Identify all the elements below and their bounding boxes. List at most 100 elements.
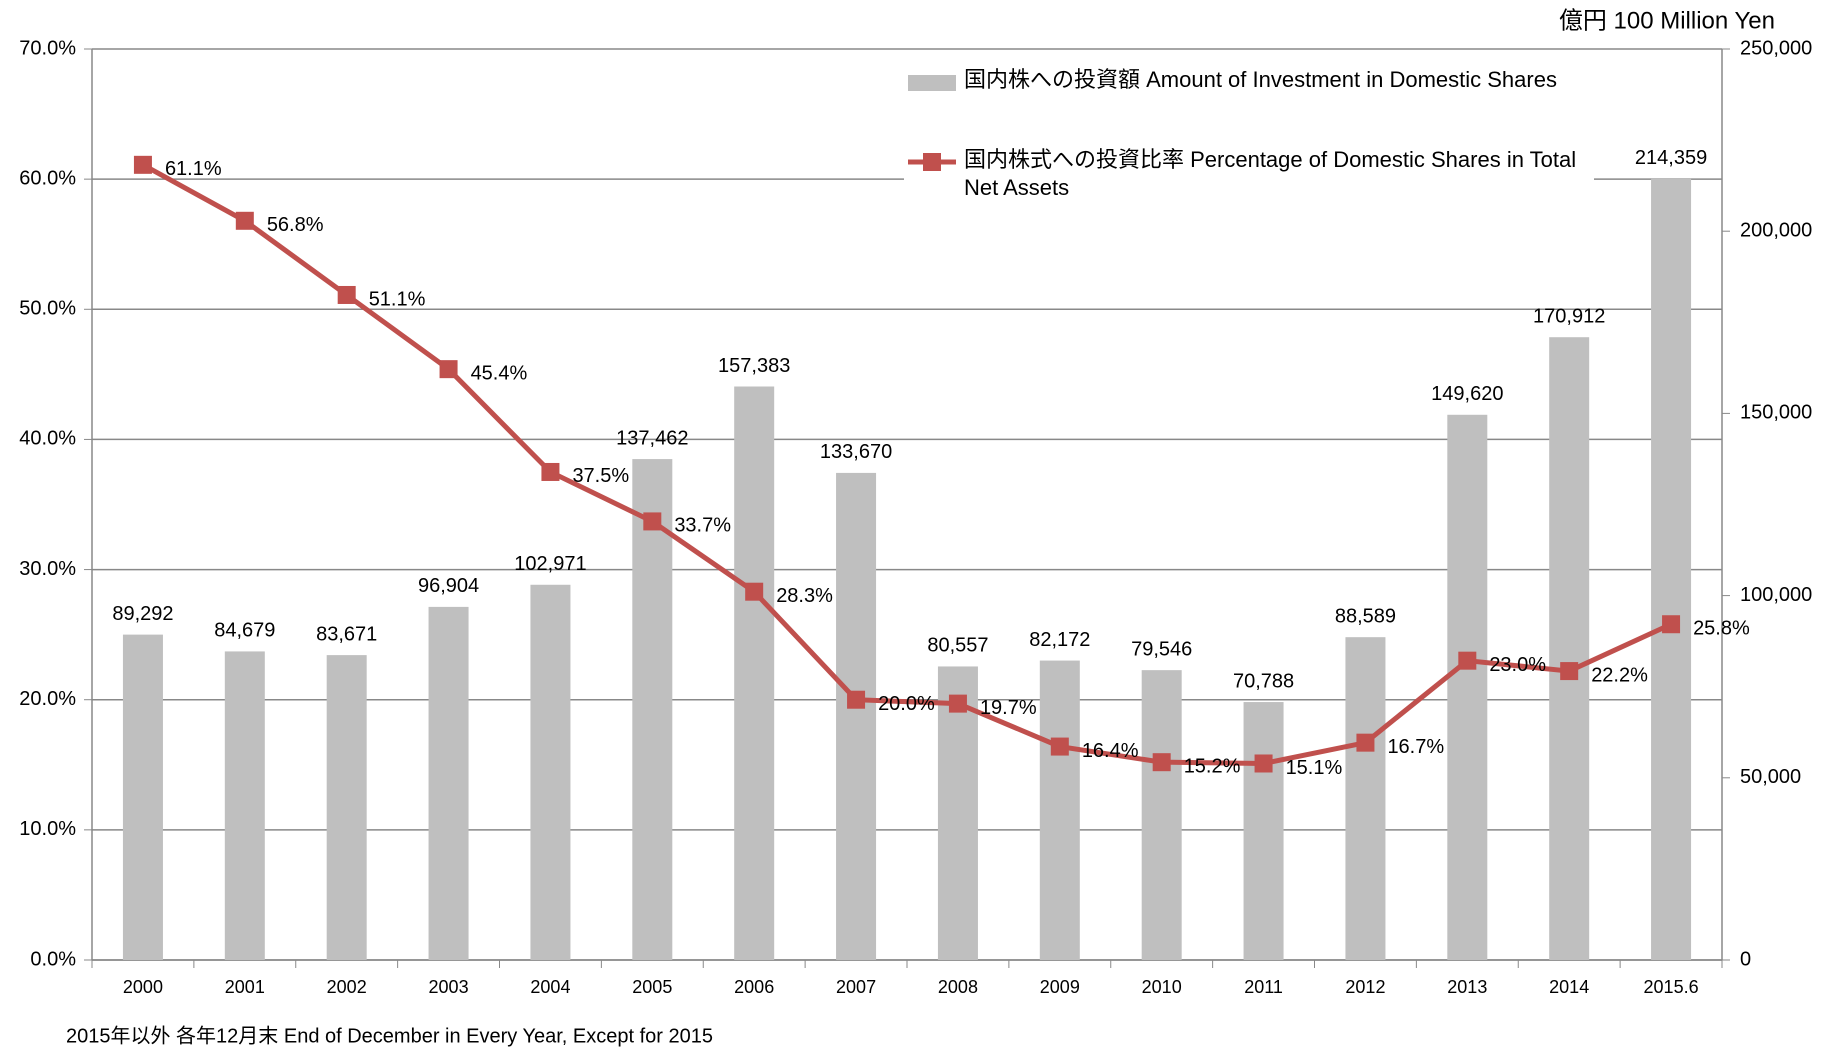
x-tick-label: 2006 <box>734 977 774 997</box>
line-value-label: 51.1% <box>369 288 426 310</box>
line-value-label: 45.4% <box>471 362 528 384</box>
x-tick-label: 2013 <box>1447 977 1487 997</box>
x-tick-label: 2014 <box>1549 977 1589 997</box>
y-tick-label: 30.0% <box>19 558 76 580</box>
bar <box>1039 660 1080 960</box>
y2-tick-label: 0 <box>1740 948 1751 970</box>
line-value-label: 61.1% <box>165 158 222 180</box>
bar-value-label: 84,679 <box>214 620 275 642</box>
y-tick-label: 50.0% <box>19 298 76 320</box>
legend-entry: 国内株への投資額 Amount of Investment in Domesti… <box>964 67 1557 92</box>
line-value-label: 15.1% <box>1286 757 1343 779</box>
marker <box>541 462 560 481</box>
marker <box>745 582 764 601</box>
legend-label: 国内株への投資額 Amount of Investment in Domesti… <box>964 67 1557 92</box>
line-value-label: 16.4% <box>1082 740 1139 762</box>
x-tick-label: 2004 <box>530 977 570 997</box>
marker <box>643 512 662 531</box>
marker <box>133 155 152 174</box>
bar-value-label: 83,671 <box>316 623 377 645</box>
y-tick-label: 60.0% <box>19 167 76 189</box>
marker <box>439 360 458 379</box>
bar <box>326 655 367 960</box>
x-tick-label: 2010 <box>1142 977 1182 997</box>
bar-value-label: 82,172 <box>1029 629 1090 651</box>
bar-value-label: 137,462 <box>616 427 688 449</box>
legend-entry: 国内株式への投資比率 Percentage of Domestic Shares… <box>964 147 1577 200</box>
bar <box>632 459 673 960</box>
footnote: 2015年以外 各年12月末 End of December in Every … <box>66 1024 713 1047</box>
y-tick-label: 70.0% <box>19 37 76 59</box>
marker <box>847 690 866 709</box>
marker <box>1458 651 1477 670</box>
legend-box <box>904 62 1594 218</box>
bar-value-label: 88,589 <box>1335 605 1396 627</box>
marker <box>235 211 254 230</box>
legend-swatch <box>908 75 956 91</box>
bar <box>1447 414 1488 960</box>
bar-value-label: 170,912 <box>1533 305 1605 327</box>
marker <box>1560 662 1579 681</box>
bar-value-label: 96,904 <box>418 575 479 597</box>
x-tick-label: 2008 <box>938 977 978 997</box>
legend-label: 国内株式への投資比率 Percentage of Domestic Shares… <box>964 147 1577 200</box>
bar-value-label: 79,546 <box>1131 638 1192 660</box>
bar <box>1651 178 1692 961</box>
bar <box>937 666 978 960</box>
line-value-label: 25.8% <box>1693 618 1750 640</box>
x-tick-label: 2000 <box>123 977 163 997</box>
line-value-label: 19.7% <box>980 697 1037 719</box>
bar <box>734 386 775 960</box>
x-tick-label: 2001 <box>225 977 265 997</box>
line-value-label: 28.3% <box>776 585 833 607</box>
marker <box>1254 754 1273 773</box>
bar <box>1141 670 1182 960</box>
line-value-label: 33.7% <box>674 515 731 537</box>
line <box>141 162 1673 766</box>
x-tick-label: 2012 <box>1345 977 1385 997</box>
bar-value-label: 102,971 <box>514 553 586 575</box>
bar-value-label: 80,557 <box>927 635 988 657</box>
bar-value-label: 149,620 <box>1431 383 1503 405</box>
y2-tick-label: 250,000 <box>1740 37 1812 59</box>
line-value-label: 20.0% <box>878 693 935 715</box>
line-value-label: 37.5% <box>572 465 629 487</box>
bar-value-label: 70,788 <box>1233 670 1294 692</box>
bar-value-label: 157,383 <box>718 355 790 377</box>
x-tick-label: 2003 <box>429 977 469 997</box>
bar <box>122 634 163 960</box>
y-tick-label: 40.0% <box>19 428 76 450</box>
bar <box>1243 702 1284 960</box>
y-tick-label: 20.0% <box>19 688 76 710</box>
y-tick-label: 10.0% <box>19 818 76 840</box>
bar-value-label: 214,359 <box>1635 147 1707 169</box>
y2-tick-label: 50,000 <box>1740 766 1801 788</box>
marker <box>948 694 967 713</box>
marker <box>1356 733 1375 752</box>
x-tick-label: 2009 <box>1040 977 1080 997</box>
bar-value-label: 133,670 <box>820 441 892 463</box>
y-tick-label: 0.0% <box>30 948 76 970</box>
x-tick-label: 2015.6 <box>1644 977 1699 997</box>
bar <box>1345 637 1386 960</box>
line-value-label: 23.0% <box>1489 654 1546 676</box>
line-value-label: 15.2% <box>1184 755 1241 777</box>
bar <box>224 651 265 960</box>
line-value-label: 56.8% <box>267 214 324 236</box>
line-value-label: 16.7% <box>1387 736 1444 758</box>
bar <box>428 606 469 960</box>
marker <box>1662 615 1681 634</box>
legend-marker <box>923 153 941 171</box>
bar-value-label: 89,292 <box>112 603 173 625</box>
x-tick-label: 2002 <box>327 977 367 997</box>
x-tick-label: 2005 <box>632 977 672 997</box>
x-tick-label: 2011 <box>1244 977 1283 997</box>
bar <box>1549 337 1590 961</box>
x-tick-label: 2007 <box>836 977 876 997</box>
marker <box>1050 737 1069 756</box>
y2-tick-label: 200,000 <box>1740 219 1812 241</box>
bar <box>836 472 877 960</box>
marker <box>337 285 356 304</box>
marker <box>1152 753 1171 772</box>
